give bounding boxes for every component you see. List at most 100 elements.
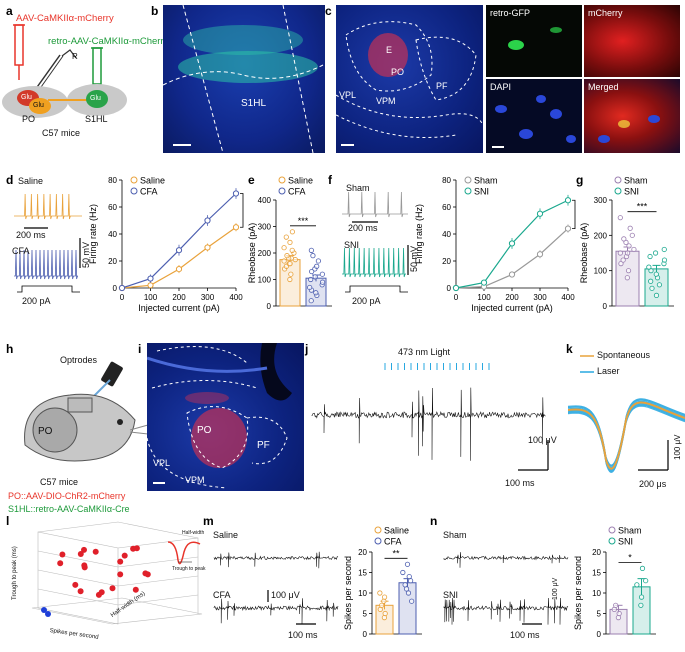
series-line-sham [455,228,569,289]
region-label: PO [38,426,53,437]
panel-label-d: d [6,173,14,187]
data-point [653,292,660,299]
region-s1hl-label: S1HL [85,114,108,124]
legend-label: Saline [140,176,165,186]
inset-label: Trough to peak [172,566,206,572]
volt-scale: 100 μV [552,577,559,600]
region-label: VPM [376,96,396,106]
data-point [313,290,319,296]
traces-n [443,552,569,625]
legend-label: Saline [384,526,409,536]
time-scale: 200 μs [639,479,667,489]
x-tick-label: 100 [144,293,158,302]
data-point [639,565,646,572]
region-po-label: PO [22,114,36,124]
data-point [616,610,622,617]
x-axis-label: Injected current (pA) [471,303,553,313]
y-tick-label: 100 [594,267,608,276]
legend-k [580,355,594,373]
panel-label-c: c [325,4,332,18]
volt-scale: 100 μV [271,590,300,600]
y-tick-label: 80 [108,176,117,185]
legend-laser: Laser [597,366,620,376]
data-point [404,561,411,567]
series-line-cfa [121,193,237,289]
data-point [314,263,320,269]
data-point [617,250,623,256]
data-point [319,279,326,285]
bar-saline [279,259,301,307]
data-point [627,225,633,231]
data-point [452,284,460,292]
y-axis-label: Spikes per second [343,556,353,630]
data-point [620,257,626,263]
region-label: VPL [339,90,357,100]
x-tick-label: 400 [561,293,575,302]
legend-marker [278,176,286,184]
data-point [536,210,544,217]
data-point [564,197,572,204]
condition-sni: SNI [443,590,459,600]
y-axis-label: Rheobase (pA) [247,223,257,284]
region-label: PF [257,440,270,451]
inset-retro-gfp: retro-GFP [486,5,582,77]
legend-label: SNI [474,187,489,197]
data-point [653,271,659,277]
data-point [638,594,645,600]
legend-label: Sham [624,176,648,186]
legend-marker [130,187,138,195]
legend-label: Saline [288,176,313,186]
y-tick-label: 5 [597,610,602,619]
condition-sham: Sham [346,183,370,193]
legend-marker [608,526,616,534]
data-point [232,190,240,197]
condition-cfa: CFA [12,246,30,256]
optrodes-label: Optrodes [60,355,98,365]
mouse-schematic [24,361,149,462]
recording-label: R [72,52,78,61]
panel-label-a: a [6,4,13,18]
data-point [508,271,516,278]
data-point [381,615,387,621]
inset-label: Half-width [182,530,205,536]
data-point [308,298,314,304]
data-point [308,247,314,253]
inset-label: Merged [588,82,619,92]
inset-mcherry: mCherry [584,5,680,77]
y-axis-label: Firing rate (Hz) [414,204,424,264]
data-point [649,285,655,291]
virus-label-cre: S1HL::retro-AAV-CaMKIIα-Cre [8,504,130,514]
data-point [647,253,653,260]
y-tick-label: 20 [592,548,601,557]
y-tick-label: 20 [108,257,117,266]
legend-marker [374,537,382,545]
data-point [315,258,322,264]
series-line-saline [121,226,237,289]
legend-label: SNI [624,187,639,197]
data-point [147,282,154,289]
legend-marker [608,537,616,545]
x-tick-label: 400 [229,293,243,302]
chart-l-3d-scatter [31,521,203,625]
data-point [638,602,644,608]
time-scale: 100 ms [505,478,535,488]
y-axis-label: Spikes per second [573,556,583,630]
region-label: S1HL [241,98,267,109]
data-point [613,602,619,608]
data-point [536,251,544,258]
data-point [284,253,290,259]
x-tick-label: 200 [505,293,519,302]
time-scale: 200 ms [348,223,378,233]
data-point [648,278,654,284]
micrograph-optrode: PO PF VPL VPM [147,343,304,491]
legend-spontaneous: Spontaneous [597,350,651,360]
virus-label-chr2: PO::AAV-DIO-ChR2-mCherry [8,491,126,501]
y-tick-label: 10 [592,589,601,598]
data-point [204,217,211,224]
y-tick-label: 60 [108,203,117,212]
data-point [147,275,154,282]
y-tick-label: 5 [363,610,368,619]
time-scale: 200 ms [16,230,46,240]
legend-marker [464,187,472,195]
